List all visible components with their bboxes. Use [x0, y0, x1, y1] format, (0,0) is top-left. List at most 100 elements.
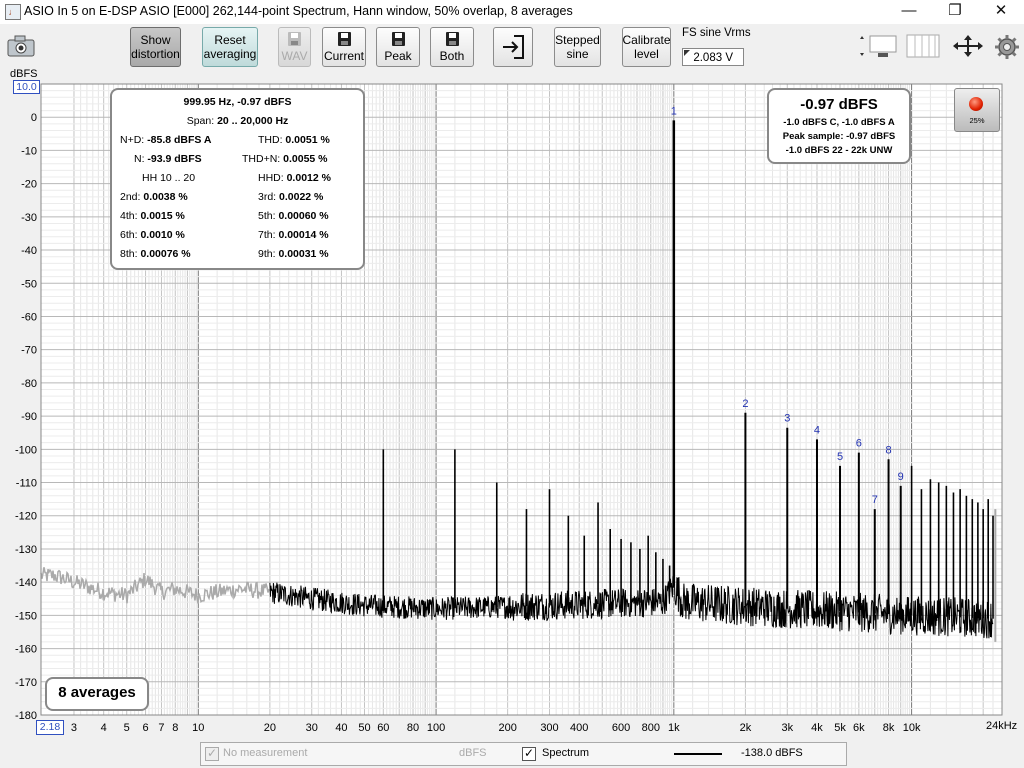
- show-distortion-label-2: distortion: [131, 47, 180, 61]
- app-icon: ♩: [5, 4, 21, 20]
- harmonic-labels: 1 2 3 4 5 6 7 8 9: [671, 105, 904, 506]
- save-both-button[interactable]: Both: [430, 27, 474, 67]
- harmonic-label: 6: [856, 438, 862, 450]
- x-axis-labels: 3 4 5 6 7 8 10 20 30 40 50 60 80 100 200 300 400 600 800 1k…: [71, 722, 921, 734]
- both-label: Both: [439, 48, 465, 63]
- reset-label-1: Reset: [214, 33, 246, 47]
- y-tick-label: -20: [21, 179, 37, 191]
- y-tick-label: -120: [15, 511, 37, 523]
- stat-right-label: THD:: [258, 134, 286, 146]
- stat-left: 2nd: 0.0038 %: [120, 191, 188, 203]
- harmonic-label: 8: [885, 444, 891, 456]
- stat-right: THD+N: 0.0055 %: [242, 153, 328, 165]
- stat-left-label: N+D:: [120, 134, 148, 146]
- distortion-stats-panel: 999.95 Hz, -0.97 dBFS Span: 20 .. 20,000…: [110, 88, 365, 270]
- y-tick-label: -30: [21, 212, 37, 224]
- y-tick-label: -130: [15, 544, 37, 556]
- peak-line-1: -1.0 dBFS C, -1.0 dBFS A: [783, 117, 895, 128]
- stat-right: 3rd: 0.0022 %: [258, 191, 323, 203]
- no-measurement-checkbox[interactable]: ✓: [205, 746, 219, 761]
- window-title: ASIO In 5 on E-DSP ASIO [E000] 262,144-p…: [24, 4, 573, 18]
- stat-left-label: HH 10 .. 20: [142, 172, 196, 184]
- spectrum-checkbox[interactable]: ✓: [522, 746, 536, 761]
- x-tick-label: 8: [172, 722, 178, 734]
- save-current-button[interactable]: Current: [322, 27, 366, 67]
- show-distortion-label-1: Show: [140, 33, 171, 47]
- y-tick-label: -10: [21, 145, 37, 157]
- peak-label: Peak: [384, 48, 412, 63]
- stat-left: 8th: 0.00076 %: [120, 248, 191, 260]
- wav-label: WAV: [281, 48, 308, 63]
- x-tick-label: 6: [142, 722, 148, 734]
- stat-left-label: 4th:: [120, 210, 141, 222]
- legend-units: dBFS: [459, 747, 487, 759]
- x-tick-label: 80: [407, 722, 419, 734]
- no-measurement-label: No measurement: [223, 747, 308, 759]
- minimize-button[interactable]: —: [901, 2, 917, 19]
- stat-left: HH 10 .. 20: [142, 172, 195, 184]
- title-bar: ♩ ASIO In 5 on E-DSP ASIO [E000] 262,144…: [0, 0, 1024, 24]
- stats-header: 999.95 Hz, -0.97 dBFS: [183, 96, 292, 108]
- y-axis-labels: 0 -10 -20 -30 -40 -50 -60 -70 -80 -90 -100 -110 -120…: [15, 112, 37, 722]
- x-tick-label: 30: [306, 722, 318, 734]
- stat-right-value: 0.0051 %: [285, 134, 330, 146]
- record-button[interactable]: 25%: [954, 88, 1000, 132]
- stepped-label-1: Stepped: [555, 33, 600, 47]
- toolbar: Show distortion Reset averaging WAV Curren…: [0, 24, 1024, 72]
- layout-icon[interactable]: [858, 34, 898, 58]
- stat-left-label: N:: [134, 153, 148, 165]
- harmonic-label: 1: [671, 105, 677, 117]
- spectrum-line-swatch: [674, 753, 722, 755]
- stat-right: HHD: 0.0012 %: [258, 172, 331, 184]
- camera-icon[interactable]: [6, 34, 36, 58]
- save-peak-button[interactable]: Peak: [376, 27, 420, 67]
- y-tick-label: -140: [15, 577, 37, 589]
- x-tick-label: 10k: [903, 722, 921, 734]
- record-led-icon: [969, 97, 983, 111]
- x-tick-label: 100: [427, 722, 445, 734]
- input-select-button[interactable]: [493, 27, 533, 67]
- y-tick-label: -40: [21, 245, 37, 257]
- wav-button[interactable]: WAV: [278, 27, 311, 67]
- stat-right-label: 9th:: [258, 248, 279, 260]
- spectrum-label: Spectrum: [542, 747, 590, 759]
- stat-left: N: -93.9 dBFS: [134, 153, 202, 165]
- save-icon: [337, 31, 351, 46]
- stat-right-value: 0.00031 %: [278, 248, 329, 260]
- settings-gear-icon[interactable]: [994, 34, 1020, 60]
- reset-averaging-button[interactable]: Reset averaging: [202, 27, 258, 67]
- averages-label: 8 averages: [58, 684, 136, 701]
- stat-right: 5th: 0.00060 %: [258, 210, 329, 222]
- stat-right-value: 0.00060 %: [278, 210, 329, 222]
- y-tick-label: -170: [15, 677, 37, 689]
- close-button[interactable]: ✕: [994, 2, 1008, 19]
- x-min-field[interactable]: 2.18: [36, 720, 64, 735]
- stepped-label-2: sine: [566, 47, 589, 61]
- maximize-button[interactable]: ❐: [948, 2, 962, 19]
- stat-right: 7th: 0.00014 %: [258, 229, 329, 241]
- fs-sine-label: FS sine Vrms: [682, 27, 751, 39]
- pan-zoom-icon[interactable]: [950, 33, 986, 59]
- stat-right-label: THD+N:: [242, 153, 284, 165]
- stat-left-label: 6th:: [120, 229, 141, 241]
- spectrum-trace: [40, 120, 997, 642]
- y-max-field[interactable]: 10.0: [13, 80, 40, 94]
- panel-toggle-icon[interactable]: [905, 34, 941, 58]
- low-frequency-trace: [40, 567, 270, 604]
- y-tick-label: 0: [31, 112, 37, 124]
- fs-sine-vrms-field[interactable]: 2.083 V: [682, 48, 744, 66]
- span-value: 20 .. 20,000 Hz: [217, 115, 289, 127]
- field-corner-icon: [684, 50, 690, 56]
- stepped-sine-button[interactable]: Stepped sine: [554, 27, 601, 67]
- stat-right: 9th: 0.00031 %: [258, 248, 329, 260]
- harmonic-label: 4: [814, 424, 820, 436]
- harmonic-label: 7: [872, 494, 878, 506]
- y-tick-label: -90: [21, 411, 37, 423]
- stat-left-value: 0.0038 %: [143, 191, 188, 203]
- x-tick-label: 6k: [853, 722, 865, 734]
- calibrate-level-button[interactable]: Calibrate level: [622, 27, 671, 67]
- x-tick-label: 60: [377, 722, 389, 734]
- peak-line-3: -1.0 dBFS 22 - 22k UNW: [785, 145, 893, 156]
- show-distortion-button[interactable]: Show distortion: [130, 27, 181, 67]
- x-tick-label: 300: [540, 722, 558, 734]
